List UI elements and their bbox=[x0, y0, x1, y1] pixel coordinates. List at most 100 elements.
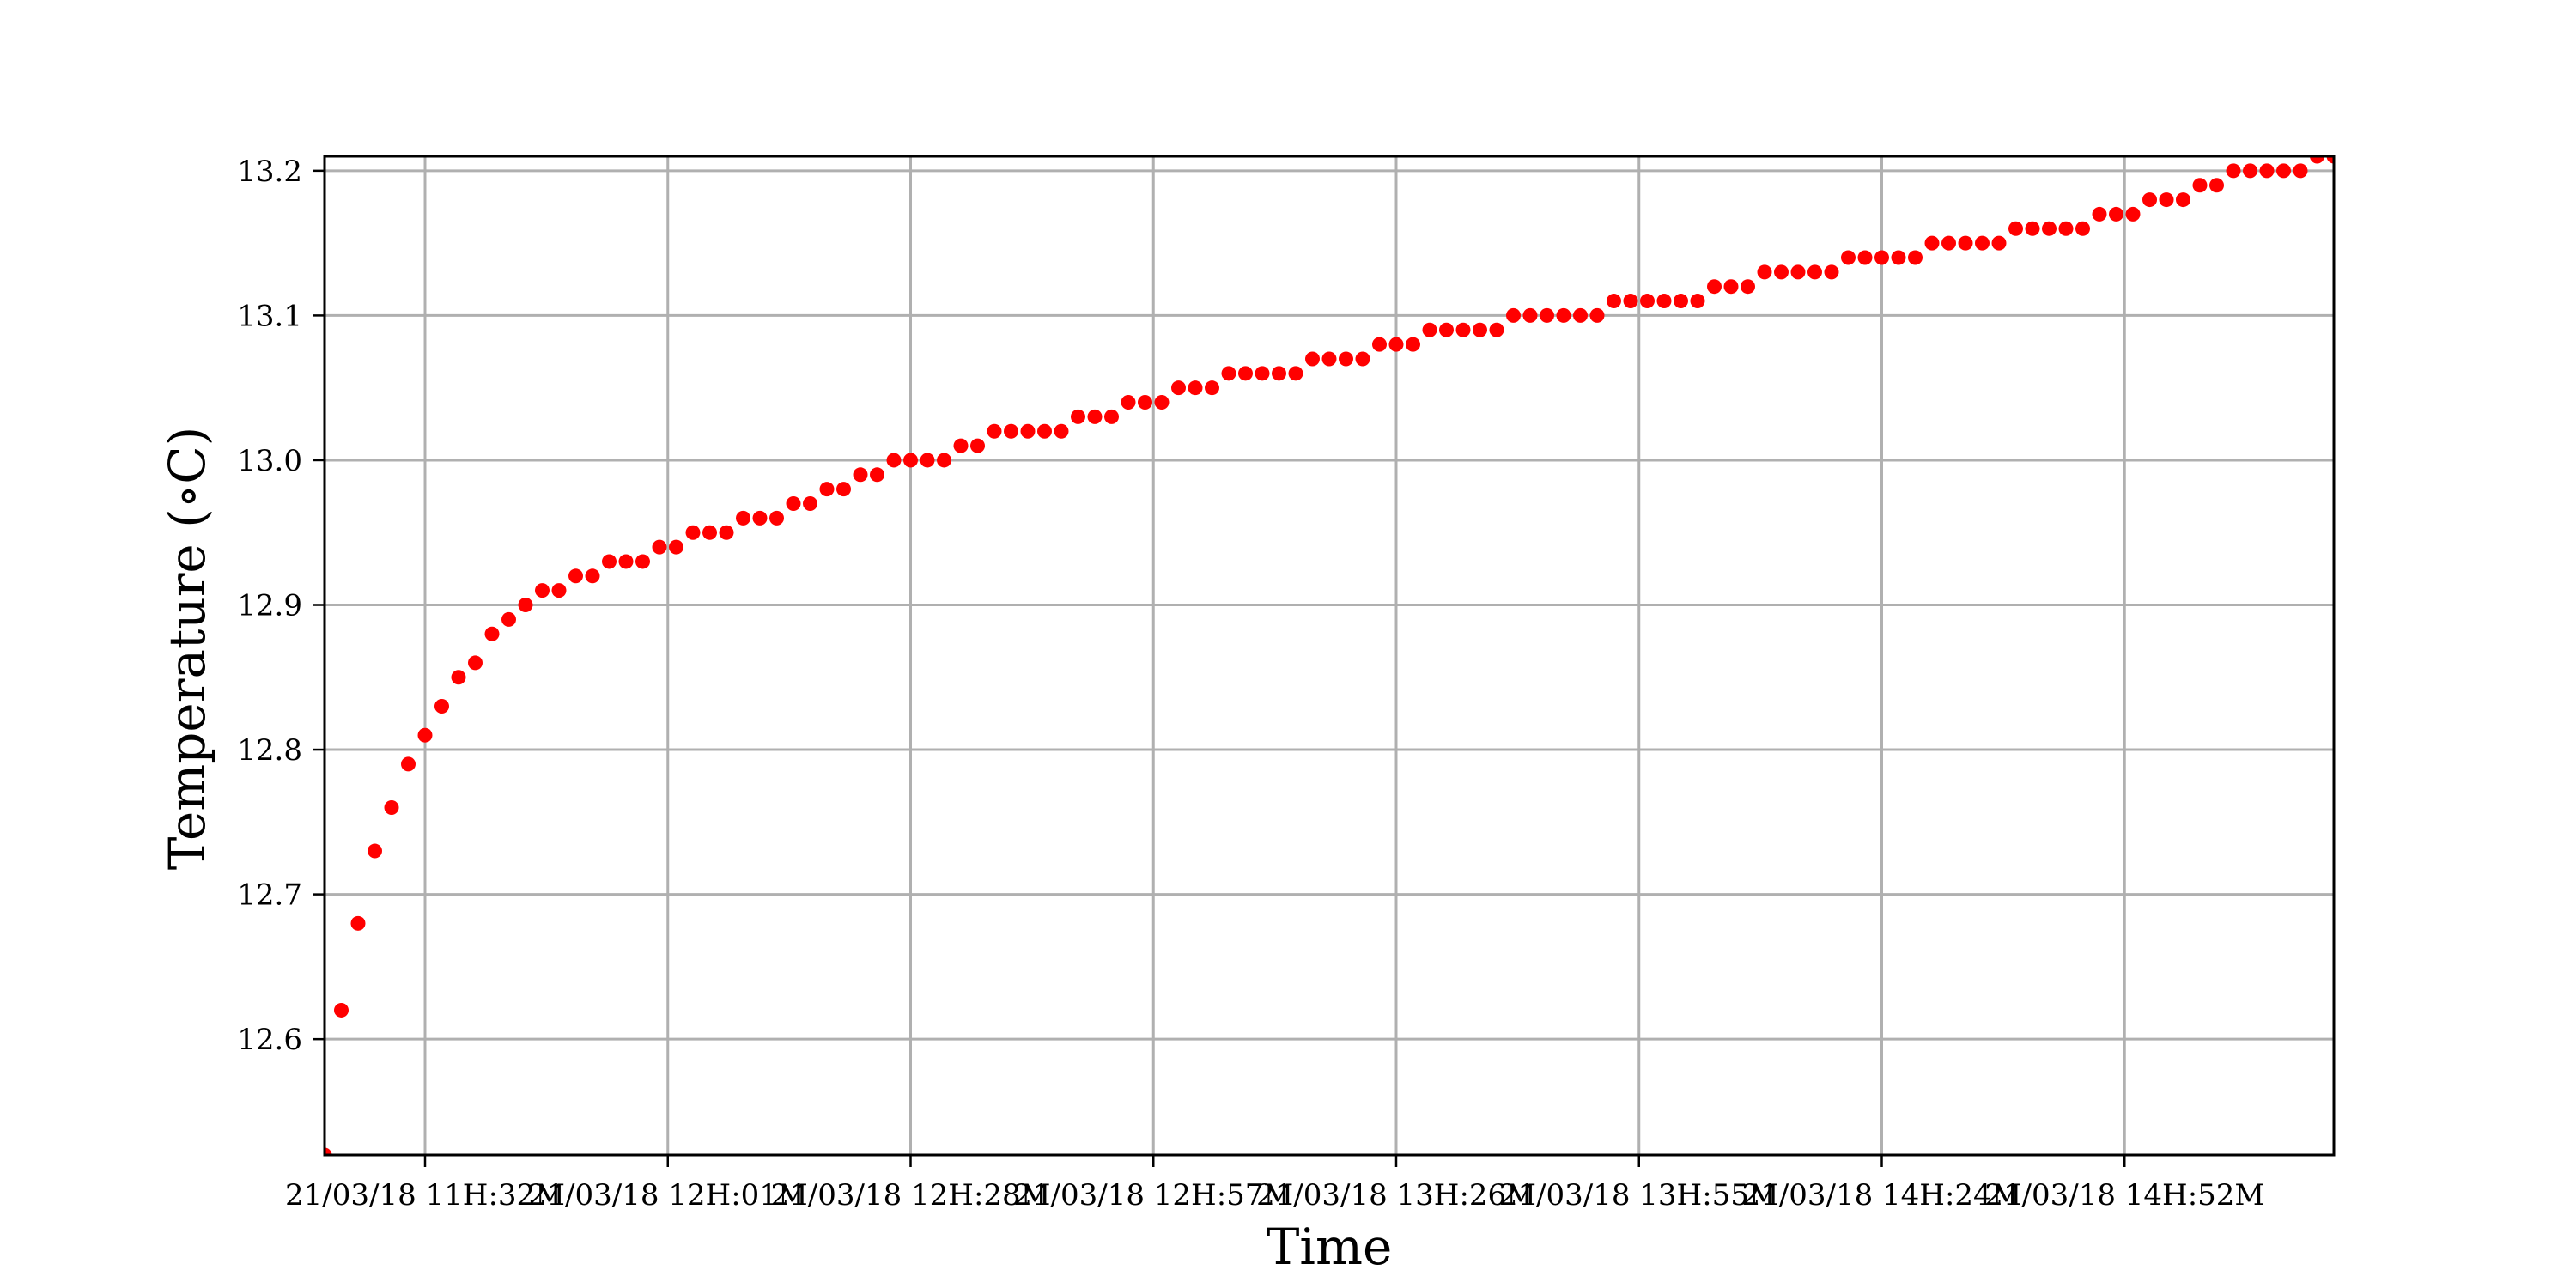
data-point bbox=[417, 727, 433, 743]
data-point bbox=[1154, 395, 1170, 410]
data-point bbox=[1221, 366, 1236, 381]
data-point bbox=[1522, 307, 1538, 323]
data-point bbox=[1941, 235, 1956, 251]
data-point bbox=[1607, 294, 1621, 309]
data-point bbox=[1573, 307, 1588, 323]
data-point bbox=[2293, 163, 2308, 179]
data-points bbox=[325, 156, 2334, 1155]
y-tick-label: 12.9 bbox=[237, 589, 302, 623]
data-point bbox=[669, 539, 683, 555]
data-point bbox=[401, 756, 416, 772]
data-point bbox=[2226, 163, 2241, 179]
data-point bbox=[1388, 337, 1404, 352]
y-tick-label: 12.7 bbox=[237, 878, 302, 913]
data-point bbox=[1004, 423, 1018, 439]
grid-lines bbox=[325, 156, 2334, 1155]
data-point bbox=[719, 525, 734, 540]
data-point bbox=[752, 510, 768, 526]
data-point bbox=[2058, 221, 2074, 236]
data-point bbox=[2176, 192, 2190, 208]
data-point bbox=[870, 467, 884, 483]
data-point bbox=[2192, 178, 2208, 193]
data-point bbox=[1790, 264, 1806, 280]
data-point bbox=[1975, 235, 1990, 251]
data-point bbox=[434, 698, 449, 714]
data-point bbox=[803, 496, 817, 512]
data-point bbox=[1757, 264, 1772, 280]
data-point bbox=[1857, 250, 1873, 265]
data-point bbox=[970, 438, 985, 453]
data-point bbox=[1037, 423, 1052, 439]
x-tick-label: 21/03/18 12H:57M bbox=[1013, 1178, 1293, 1212]
data-point bbox=[325, 1147, 332, 1155]
data-point bbox=[702, 525, 717, 540]
x-tick-label: 21/03/18 12H:01M bbox=[528, 1178, 808, 1212]
data-point bbox=[618, 554, 634, 569]
data-point bbox=[1305, 351, 1320, 367]
data-point bbox=[1824, 264, 1839, 280]
data-point bbox=[1556, 307, 1571, 323]
data-point bbox=[2042, 221, 2057, 236]
data-point bbox=[1891, 250, 1906, 265]
data-point bbox=[535, 583, 550, 598]
data-point bbox=[1690, 294, 1705, 309]
data-point bbox=[2109, 206, 2123, 222]
data-point bbox=[1774, 264, 1789, 280]
data-point bbox=[1406, 337, 1420, 352]
x-tick-label: 21/03/18 12H:28M bbox=[771, 1178, 1051, 1212]
data-point bbox=[1991, 235, 2007, 251]
data-point bbox=[1121, 395, 1136, 410]
data-point bbox=[1288, 366, 1303, 381]
data-point bbox=[368, 843, 382, 859]
data-point bbox=[1623, 294, 1638, 309]
data-point bbox=[1422, 322, 1437, 337]
data-point bbox=[334, 1002, 349, 1018]
y-tick-label: 12.8 bbox=[237, 733, 302, 768]
data-point bbox=[786, 496, 801, 512]
data-point bbox=[2008, 221, 2023, 236]
data-point bbox=[2025, 221, 2040, 236]
data-point bbox=[2125, 206, 2141, 222]
data-point bbox=[987, 423, 1002, 439]
data-point bbox=[2326, 156, 2334, 164]
data-point bbox=[501, 611, 516, 627]
data-point bbox=[1958, 235, 1973, 251]
data-point bbox=[1355, 351, 1370, 367]
data-point bbox=[1205, 380, 1219, 396]
data-point bbox=[652, 539, 667, 555]
data-point bbox=[1188, 380, 1203, 396]
data-point bbox=[1707, 279, 1722, 295]
data-point bbox=[635, 554, 650, 569]
data-point bbox=[886, 453, 902, 468]
data-point bbox=[1138, 395, 1152, 410]
data-point bbox=[1087, 409, 1103, 424]
y-tick-label: 12.6 bbox=[237, 1023, 302, 1057]
data-point bbox=[350, 915, 366, 931]
data-point bbox=[2243, 163, 2257, 179]
x-axis-label: Time bbox=[1267, 1218, 1393, 1276]
data-point bbox=[1506, 307, 1521, 323]
data-point bbox=[2209, 178, 2224, 193]
data-point bbox=[1372, 337, 1387, 352]
data-point bbox=[836, 482, 851, 497]
data-point bbox=[1171, 380, 1186, 396]
data-point bbox=[1640, 294, 1655, 309]
data-point bbox=[1924, 235, 1940, 251]
data-point bbox=[1489, 322, 1504, 337]
data-point bbox=[1255, 366, 1270, 381]
data-point bbox=[1339, 351, 1353, 367]
data-point bbox=[903, 453, 918, 468]
x-tick-label: 21/03/18 11H:32M bbox=[285, 1178, 565, 1212]
data-point bbox=[819, 482, 835, 497]
data-point bbox=[953, 438, 969, 453]
data-point bbox=[1020, 423, 1036, 439]
x-tick-label: 21/03/18 13H:55M bbox=[1499, 1178, 1779, 1212]
data-point bbox=[2276, 163, 2291, 179]
data-point bbox=[2142, 192, 2157, 208]
data-point bbox=[2075, 221, 2090, 236]
data-point bbox=[1874, 250, 1889, 265]
tick-marks bbox=[313, 169, 2126, 1167]
data-point bbox=[1054, 423, 1069, 439]
